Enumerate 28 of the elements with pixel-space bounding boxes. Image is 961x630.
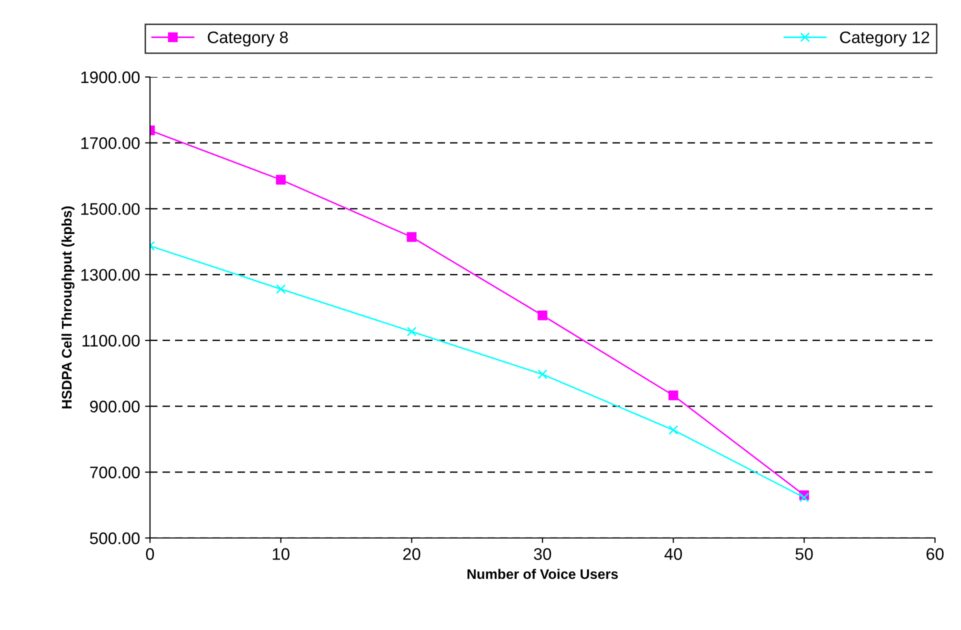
point [668, 390, 678, 400]
point [276, 284, 286, 294]
y-tick-label: 1700.00 [81, 137, 140, 150]
y-tick-label: 700.00 [90, 466, 140, 478]
point [538, 369, 548, 380]
x-tick-label: 30 [534, 548, 552, 560]
y-axis-title: HSDPA Cell Throughput (kpbs) [61, 206, 74, 408]
y-tick-label: 1500.00 [81, 203, 140, 215]
point [276, 174, 286, 185]
y-tick-label: 900.00 [90, 400, 140, 412]
legend-label: Category 12 [840, 31, 930, 47]
point [538, 310, 548, 320]
x-tick-label: 50 [796, 548, 813, 560]
y-tick-label: 1900.00 [81, 71, 140, 84]
point [799, 492, 810, 502]
legend-label: Category 8 [208, 31, 288, 47]
y-tick-label: 1300.00 [81, 268, 140, 281]
x-tick-label: 60 [926, 548, 944, 560]
x-tick-label: 20 [403, 548, 420, 560]
point [406, 232, 417, 242]
x-tick-label: 0 [146, 548, 154, 560]
x-tick-label: 10 [272, 548, 290, 560]
x-tick-label: 40 [664, 548, 682, 560]
point [406, 326, 417, 336]
y-tick-label: 1100.00 [82, 334, 140, 347]
x-axis-title: Number of Voice Users [468, 568, 618, 580]
point [668, 425, 678, 435]
y-tick-label: 500.00 [90, 532, 140, 544]
